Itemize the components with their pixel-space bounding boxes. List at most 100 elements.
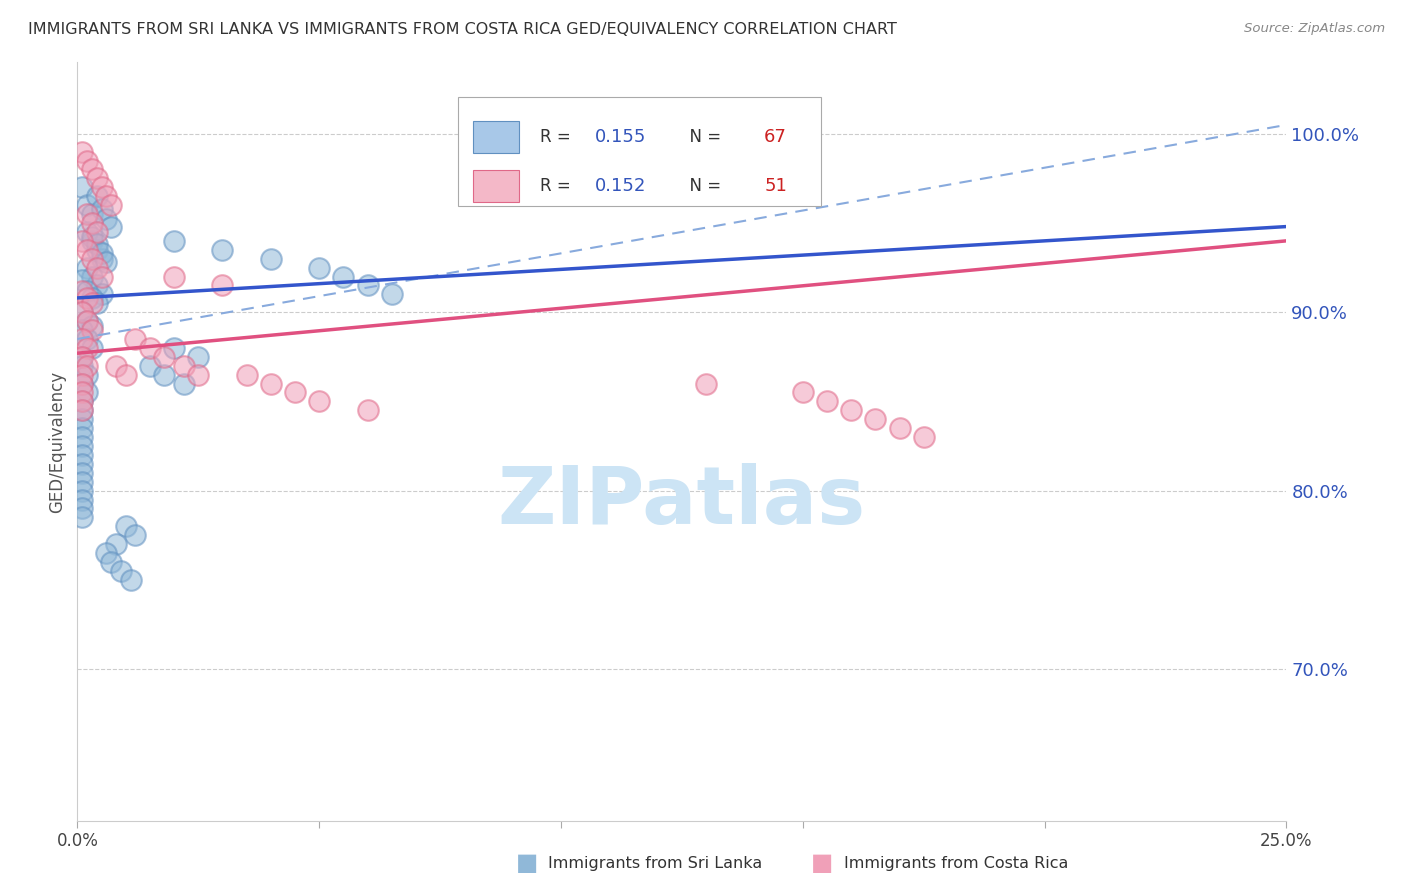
- Point: [80, 162, 103, 177]
- Point: [70, 323, 93, 337]
- Point: [76, 332, 98, 346]
- Text: N =: N =: [679, 128, 727, 145]
- Point: [80, 207, 103, 221]
- Point: [86, 260, 108, 275]
- Point: [381, 287, 404, 301]
- Point: [114, 368, 136, 382]
- Point: [76, 314, 98, 328]
- Text: R =: R =: [540, 128, 576, 145]
- Point: [100, 198, 122, 212]
- Point: [70, 439, 93, 453]
- Point: [86, 243, 108, 257]
- Point: [70, 448, 93, 462]
- Point: [70, 273, 93, 287]
- Point: [124, 332, 146, 346]
- Point: [889, 421, 911, 435]
- Point: [70, 457, 93, 471]
- Text: 0.152: 0.152: [595, 177, 647, 195]
- Point: [139, 359, 162, 373]
- Point: [695, 376, 717, 391]
- Point: [76, 385, 98, 400]
- Point: [76, 260, 98, 275]
- Point: [80, 234, 103, 248]
- Point: [86, 278, 108, 293]
- Text: Immigrants from Costa Rica: Immigrants from Costa Rica: [844, 856, 1069, 871]
- Point: [70, 305, 93, 319]
- Point: [70, 376, 93, 391]
- Point: [70, 510, 93, 524]
- Point: [80, 341, 103, 355]
- Point: [100, 555, 122, 569]
- Point: [70, 284, 93, 298]
- Point: [70, 359, 93, 373]
- Point: [90, 269, 112, 284]
- Point: [260, 376, 283, 391]
- Point: [70, 332, 93, 346]
- Text: Source: ZipAtlas.com: Source: ZipAtlas.com: [1244, 22, 1385, 36]
- Text: ■: ■: [811, 852, 834, 875]
- Text: ZIPatlas: ZIPatlas: [498, 463, 866, 541]
- Point: [70, 492, 93, 507]
- Point: [139, 341, 162, 355]
- Text: R =: R =: [540, 177, 576, 195]
- Point: [70, 180, 93, 194]
- Point: [80, 323, 103, 337]
- Point: [90, 246, 112, 260]
- Point: [76, 284, 98, 298]
- Point: [100, 219, 122, 234]
- Text: 51: 51: [763, 177, 787, 195]
- Point: [815, 394, 838, 409]
- Point: [96, 255, 118, 269]
- Point: [86, 225, 108, 239]
- Point: [308, 394, 330, 409]
- Point: [163, 234, 186, 248]
- Point: [70, 403, 93, 417]
- Point: [90, 252, 112, 266]
- Point: [90, 180, 112, 194]
- Point: [70, 501, 93, 516]
- Point: [86, 189, 108, 203]
- Point: [356, 403, 378, 417]
- Point: [120, 573, 142, 587]
- Text: N =: N =: [679, 177, 727, 195]
- Point: [792, 385, 814, 400]
- Point: [76, 198, 98, 212]
- Point: [86, 296, 108, 310]
- Point: [96, 189, 118, 203]
- Point: [70, 430, 93, 444]
- Point: [70, 394, 93, 409]
- Point: [211, 278, 233, 293]
- Point: [76, 153, 98, 168]
- Point: [76, 225, 98, 239]
- Point: [96, 212, 118, 227]
- Point: [80, 216, 103, 230]
- Y-axis label: GED/Equivalency: GED/Equivalency: [48, 370, 66, 513]
- Point: [76, 207, 98, 221]
- Point: [163, 341, 186, 355]
- Point: [70, 305, 93, 319]
- Point: [70, 412, 93, 426]
- Point: [70, 394, 93, 409]
- Text: 0.155: 0.155: [595, 128, 647, 145]
- Point: [211, 243, 233, 257]
- Point: [839, 403, 862, 417]
- Point: [332, 269, 354, 284]
- Point: [105, 537, 128, 551]
- Point: [110, 564, 132, 578]
- Point: [76, 291, 98, 305]
- Point: [70, 350, 93, 364]
- Point: [70, 145, 93, 159]
- Point: [96, 546, 118, 560]
- Point: [70, 483, 93, 498]
- Text: ■: ■: [516, 852, 538, 875]
- Point: [173, 376, 195, 391]
- Point: [153, 350, 176, 364]
- Point: [260, 252, 283, 266]
- Point: [90, 202, 112, 216]
- Point: [80, 269, 103, 284]
- FancyBboxPatch shape: [472, 170, 519, 202]
- Point: [76, 243, 98, 257]
- Point: [173, 359, 195, 373]
- Point: [70, 403, 93, 417]
- Point: [163, 269, 186, 284]
